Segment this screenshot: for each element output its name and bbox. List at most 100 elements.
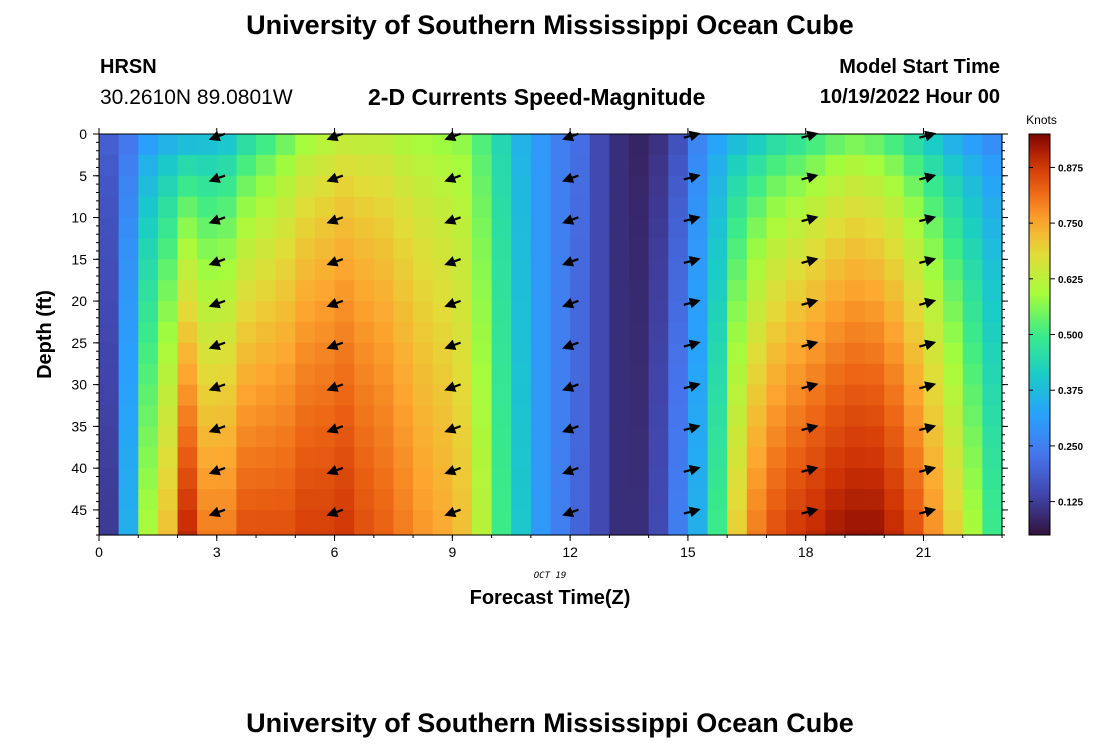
heatmap-cell	[923, 280, 944, 302]
heatmap-cell	[334, 238, 355, 260]
axes: 0 3 6 9 12 15 18 21 0 5 10 15 20 25 30 35 40 45	[71, 126, 1008, 560]
current-arrow	[801, 464, 819, 476]
heatmap-cell	[923, 134, 944, 156]
heatmap-cell	[825, 196, 846, 219]
heatmap-cell	[413, 447, 434, 469]
heatmap-cell	[471, 384, 493, 407]
heatmap-cell	[275, 217, 296, 240]
heatmap-cell	[825, 426, 846, 448]
heatmap-cell	[805, 509, 826, 532]
heatmap-cell	[550, 321, 571, 344]
heatmap-cell	[982, 405, 1003, 427]
heatmap-cell	[530, 175, 552, 198]
heatmap-cell	[687, 259, 709, 281]
heatmap-cell	[766, 489, 787, 511]
heatmap-cell	[157, 530, 179, 536]
current-arrow	[801, 381, 819, 392]
heatmap-cell	[825, 363, 846, 386]
heatmap-cell	[393, 154, 414, 177]
heatmap-cell	[668, 530, 689, 536]
y-tick-label: 10	[71, 210, 87, 226]
heatmap-cell	[707, 154, 728, 177]
heatmap-cell	[256, 468, 277, 490]
y-tick-label: 15	[71, 251, 87, 267]
heatmap-cell	[570, 530, 591, 536]
heatmap-cell	[982, 134, 1003, 156]
heatmap-cell	[943, 238, 964, 260]
heatmap-cell	[295, 405, 316, 427]
heatmap-cell	[844, 217, 866, 240]
heatmap-cell	[511, 321, 532, 344]
heatmap-cell	[786, 280, 807, 302]
heatmap-cell	[884, 468, 905, 490]
heatmap-cell	[373, 509, 395, 532]
heatmap-cell	[962, 530, 983, 536]
heatmap-cell	[786, 196, 807, 219]
heatmap-cell	[805, 342, 826, 365]
heatmap-cell	[707, 468, 728, 490]
heatmap-cell	[334, 489, 355, 511]
heatmap-cell	[118, 489, 139, 511]
heatmap-cell	[118, 238, 139, 260]
heatmap-cell	[197, 154, 218, 177]
heatmap-cell	[687, 363, 709, 386]
heatmap-cell	[943, 280, 964, 302]
current-arrow	[326, 172, 344, 183]
heatmap-cell	[314, 238, 336, 260]
heatmap-cell	[413, 280, 434, 302]
heatmap-cell	[589, 363, 610, 386]
heatmap-cell	[236, 175, 257, 198]
heatmap-cell	[629, 342, 650, 365]
chart-subtitle: 2-D Currents Speed-Magnitude	[368, 84, 706, 110]
heatmap-cell	[157, 175, 179, 198]
heatmap-cell	[648, 154, 669, 177]
colorbar-title: Knots	[1026, 113, 1057, 127]
current-arrows	[208, 130, 937, 518]
heatmap-cell	[216, 301, 238, 323]
heatmap-cell	[727, 301, 748, 323]
heatmap-cell	[471, 468, 493, 490]
heatmap-cell	[295, 447, 316, 469]
heatmap-cell	[766, 363, 787, 386]
heatmap-cell	[471, 509, 493, 532]
heatmap-cell	[903, 363, 925, 386]
heatmap-cell	[923, 489, 944, 511]
heatmap-cell	[609, 301, 630, 323]
heatmap-cell	[236, 321, 257, 344]
heatmap-cell	[99, 509, 120, 532]
heatmap-cell	[354, 321, 375, 344]
heatmap-cell	[943, 468, 964, 490]
heatmap-cell	[844, 489, 866, 511]
heatmap-cell	[923, 154, 944, 177]
heatmap-cell	[884, 321, 905, 344]
heatmap-cell	[668, 217, 689, 240]
heatmap-cell	[256, 259, 277, 281]
heatmap-cell	[491, 342, 512, 365]
heatmap-cell	[530, 405, 552, 427]
current-arrow	[919, 464, 937, 476]
heatmap-cell	[471, 363, 493, 386]
heatmap-cell	[491, 509, 512, 532]
heatmap-cell	[157, 280, 179, 302]
heatmap-cell	[197, 280, 218, 302]
heatmap-cell	[707, 489, 728, 511]
heatmap-cell	[687, 134, 709, 156]
heatmap-cell	[786, 405, 807, 427]
heatmap-cell	[844, 238, 866, 260]
heatmap-cell	[471, 175, 493, 198]
heatmap-cell	[99, 321, 120, 344]
heatmap-cell	[354, 489, 375, 511]
heatmap-cell	[746, 405, 768, 427]
heatmap-cell	[295, 426, 316, 448]
heatmap-cell	[334, 426, 355, 448]
heatmap-cell	[511, 363, 532, 386]
heatmap-cell	[962, 447, 983, 469]
heatmap-cell	[962, 134, 983, 156]
heatmap-cell	[884, 175, 905, 198]
heatmap-cell	[99, 134, 120, 156]
heatmap-cell	[177, 301, 198, 323]
heatmap-cell	[805, 154, 826, 177]
heatmap-cell	[962, 259, 983, 281]
heatmap-cell	[923, 447, 944, 469]
heatmap-cell	[707, 134, 728, 156]
